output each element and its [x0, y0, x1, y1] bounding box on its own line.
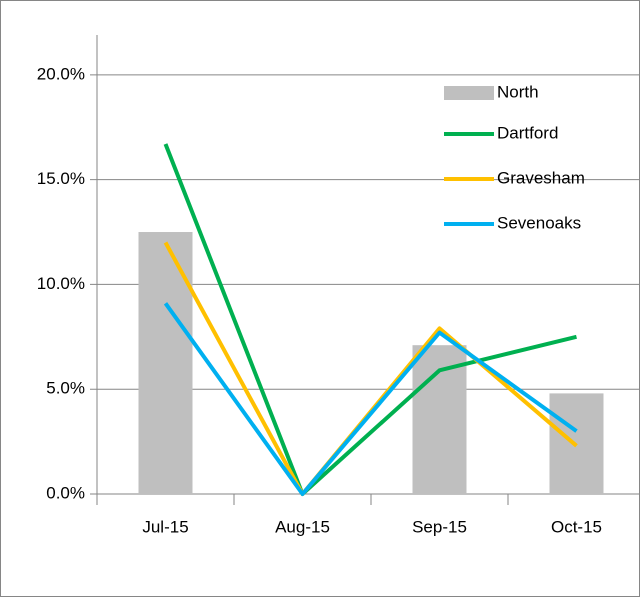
y-tick-label: 0.0% — [46, 483, 85, 502]
legend-label: North — [497, 82, 539, 101]
line — [163, 143, 577, 496]
y-tick-label: 10.0% — [37, 274, 85, 293]
y-tick-label: 5.0% — [46, 379, 85, 398]
y-tick-label: 20.0% — [37, 64, 85, 83]
bar — [138, 232, 193, 494]
x-tick-label: Jul-15 — [142, 517, 188, 536]
legend-label: Gravesham — [497, 168, 585, 187]
x-tick-label: Sep-15 — [412, 517, 467, 536]
x-tick-label: Oct-15 — [551, 517, 602, 536]
legend-label: Dartford — [497, 123, 558, 142]
line — [163, 302, 578, 496]
legend-swatch — [444, 86, 494, 100]
x-tick-label: Aug-15 — [275, 517, 330, 536]
y-tick-label: 15.0% — [37, 169, 85, 188]
legend-label: Sevenoaks — [497, 213, 581, 232]
